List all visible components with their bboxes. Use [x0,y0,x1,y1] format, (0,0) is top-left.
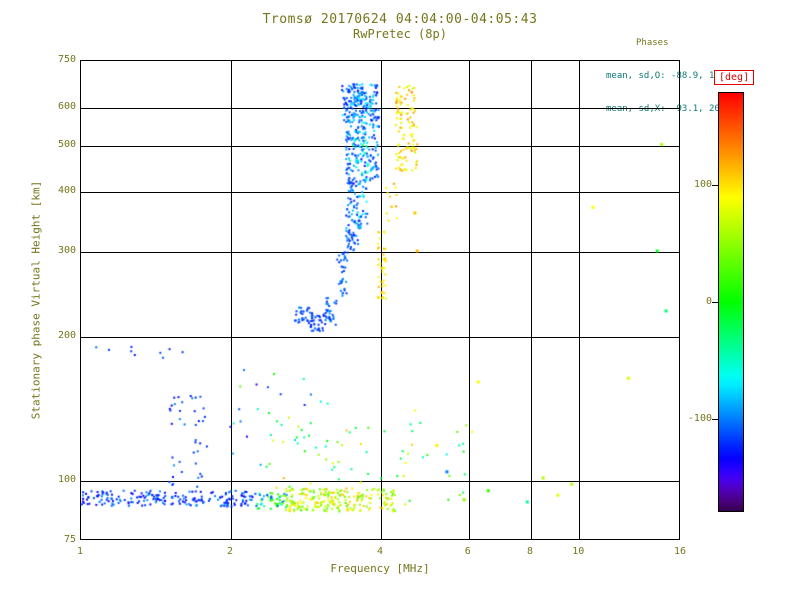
colorbar-unit-label: [deg] [714,70,755,85]
x-tick-label: 16 [673,546,687,557]
x-tick-label: 4 [376,546,384,557]
y-tick-label: 100 [57,474,76,486]
y-tick-label: 600 [57,100,76,112]
y-tick-label: 400 [57,185,76,197]
y-tick-label: 75 [63,534,76,545]
colorbar [718,92,744,512]
colorbar-tick-label: 0 [705,296,712,307]
x-axis-label: Frequency [MHz] [330,562,430,575]
x-tick-label: 6 [464,546,471,557]
y-tick-label: 750 [57,54,76,65]
x-tick-label: 10 [572,546,585,557]
colorbar-tick-label: -100 [687,412,712,424]
colorbar-tick-mark [712,418,718,420]
x-tick-label: 1 [76,546,84,557]
colorbar-tick-mark [712,185,718,187]
colorbar-tick-label: 100 [693,179,712,191]
y-tick-label: 500 [57,138,76,150]
y-tick-label: 200 [57,329,76,341]
colorbar-tick-mark [712,302,718,303]
x-tick-label: 2 [226,546,234,557]
x-tick-label: 8 [526,546,534,557]
y-axis-label: Stationary phase Virtual Height [km] [29,180,43,420]
y-tick-label: 300 [57,245,76,256]
